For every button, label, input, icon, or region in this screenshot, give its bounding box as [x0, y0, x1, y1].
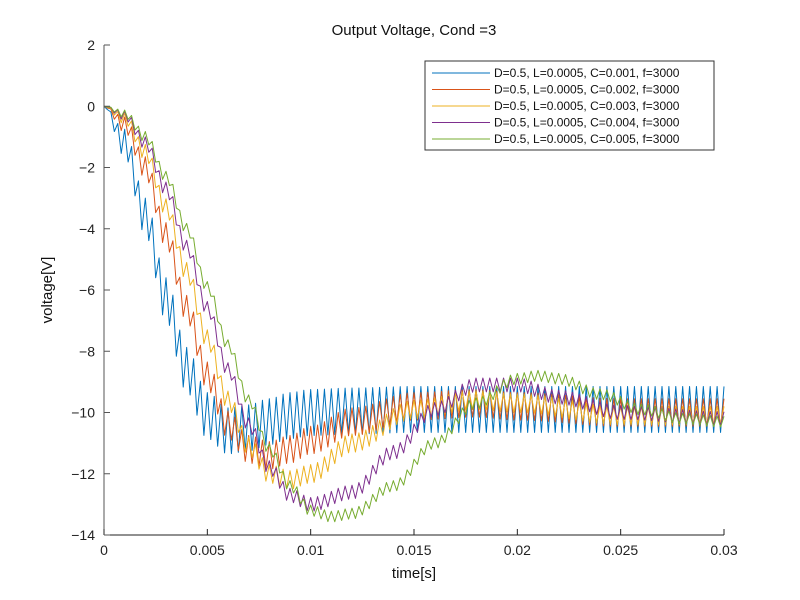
- y-tick-label: −14: [71, 527, 95, 543]
- y-axis-title: voltage[V]: [39, 257, 56, 324]
- y-ticks: 2 0 −2 −4 −6 −8 −10 −12 −14: [71, 37, 110, 543]
- y-tick-label: −2: [79, 160, 95, 176]
- legend: D=0.5, L=0.0005, C=0.001, f=3000 D=0.5, L…: [424, 60, 715, 151]
- y-tick-label: 2: [87, 37, 95, 53]
- legend-label-3: D=0.5, L=0.0005, C=0.003, f=3000: [494, 99, 680, 113]
- x-tick-label: 0: [100, 542, 108, 558]
- legend-label-2: D=0.5, L=0.0005, C=0.002, f=3000: [494, 83, 680, 97]
- x-tick-label: 0.025: [603, 542, 638, 558]
- series-line-1: [104, 105, 725, 455]
- y-tick-label: −8: [79, 343, 95, 359]
- series-line-4: [104, 105, 725, 512]
- chart-title: Output Voltage, Cond =3: [332, 22, 497, 39]
- x-axis-title: time[s]: [392, 565, 436, 582]
- y-tick-label: −6: [79, 282, 95, 298]
- y-tick-label: −10: [71, 405, 95, 421]
- y-tick-label: −12: [71, 466, 95, 482]
- x-tick-label: 0.02: [504, 542, 531, 558]
- x-tick-label: 0.015: [396, 542, 431, 558]
- series-layer: [104, 105, 725, 523]
- x-tick-label: 0.03: [710, 542, 737, 558]
- legend-label-1: D=0.5, L=0.0005, C=0.001, f=3000: [494, 66, 680, 80]
- x-ticks: 0 0.005 0.01 0.015 0.02 0.025 0.03: [100, 529, 738, 558]
- y-tick-label: 0: [87, 98, 95, 114]
- x-tick-label: 0.005: [190, 542, 225, 558]
- legend-label-5: D=0.5, L=0.0005, C=0.005, f=3000: [494, 132, 680, 146]
- x-tick-label: 0.01: [297, 542, 324, 558]
- plot-area: 0 0.005 0.01 0.015 0.02 0.025 0.03 2 0 −2 −4 −6 −8 −…: [71, 37, 738, 558]
- y-tick-label: −4: [79, 221, 95, 237]
- legend-label-4: D=0.5, L=0.0005, C=0.004, f=3000: [494, 116, 680, 130]
- series-line-2: [104, 105, 725, 470]
- series-line-5: [104, 105, 725, 523]
